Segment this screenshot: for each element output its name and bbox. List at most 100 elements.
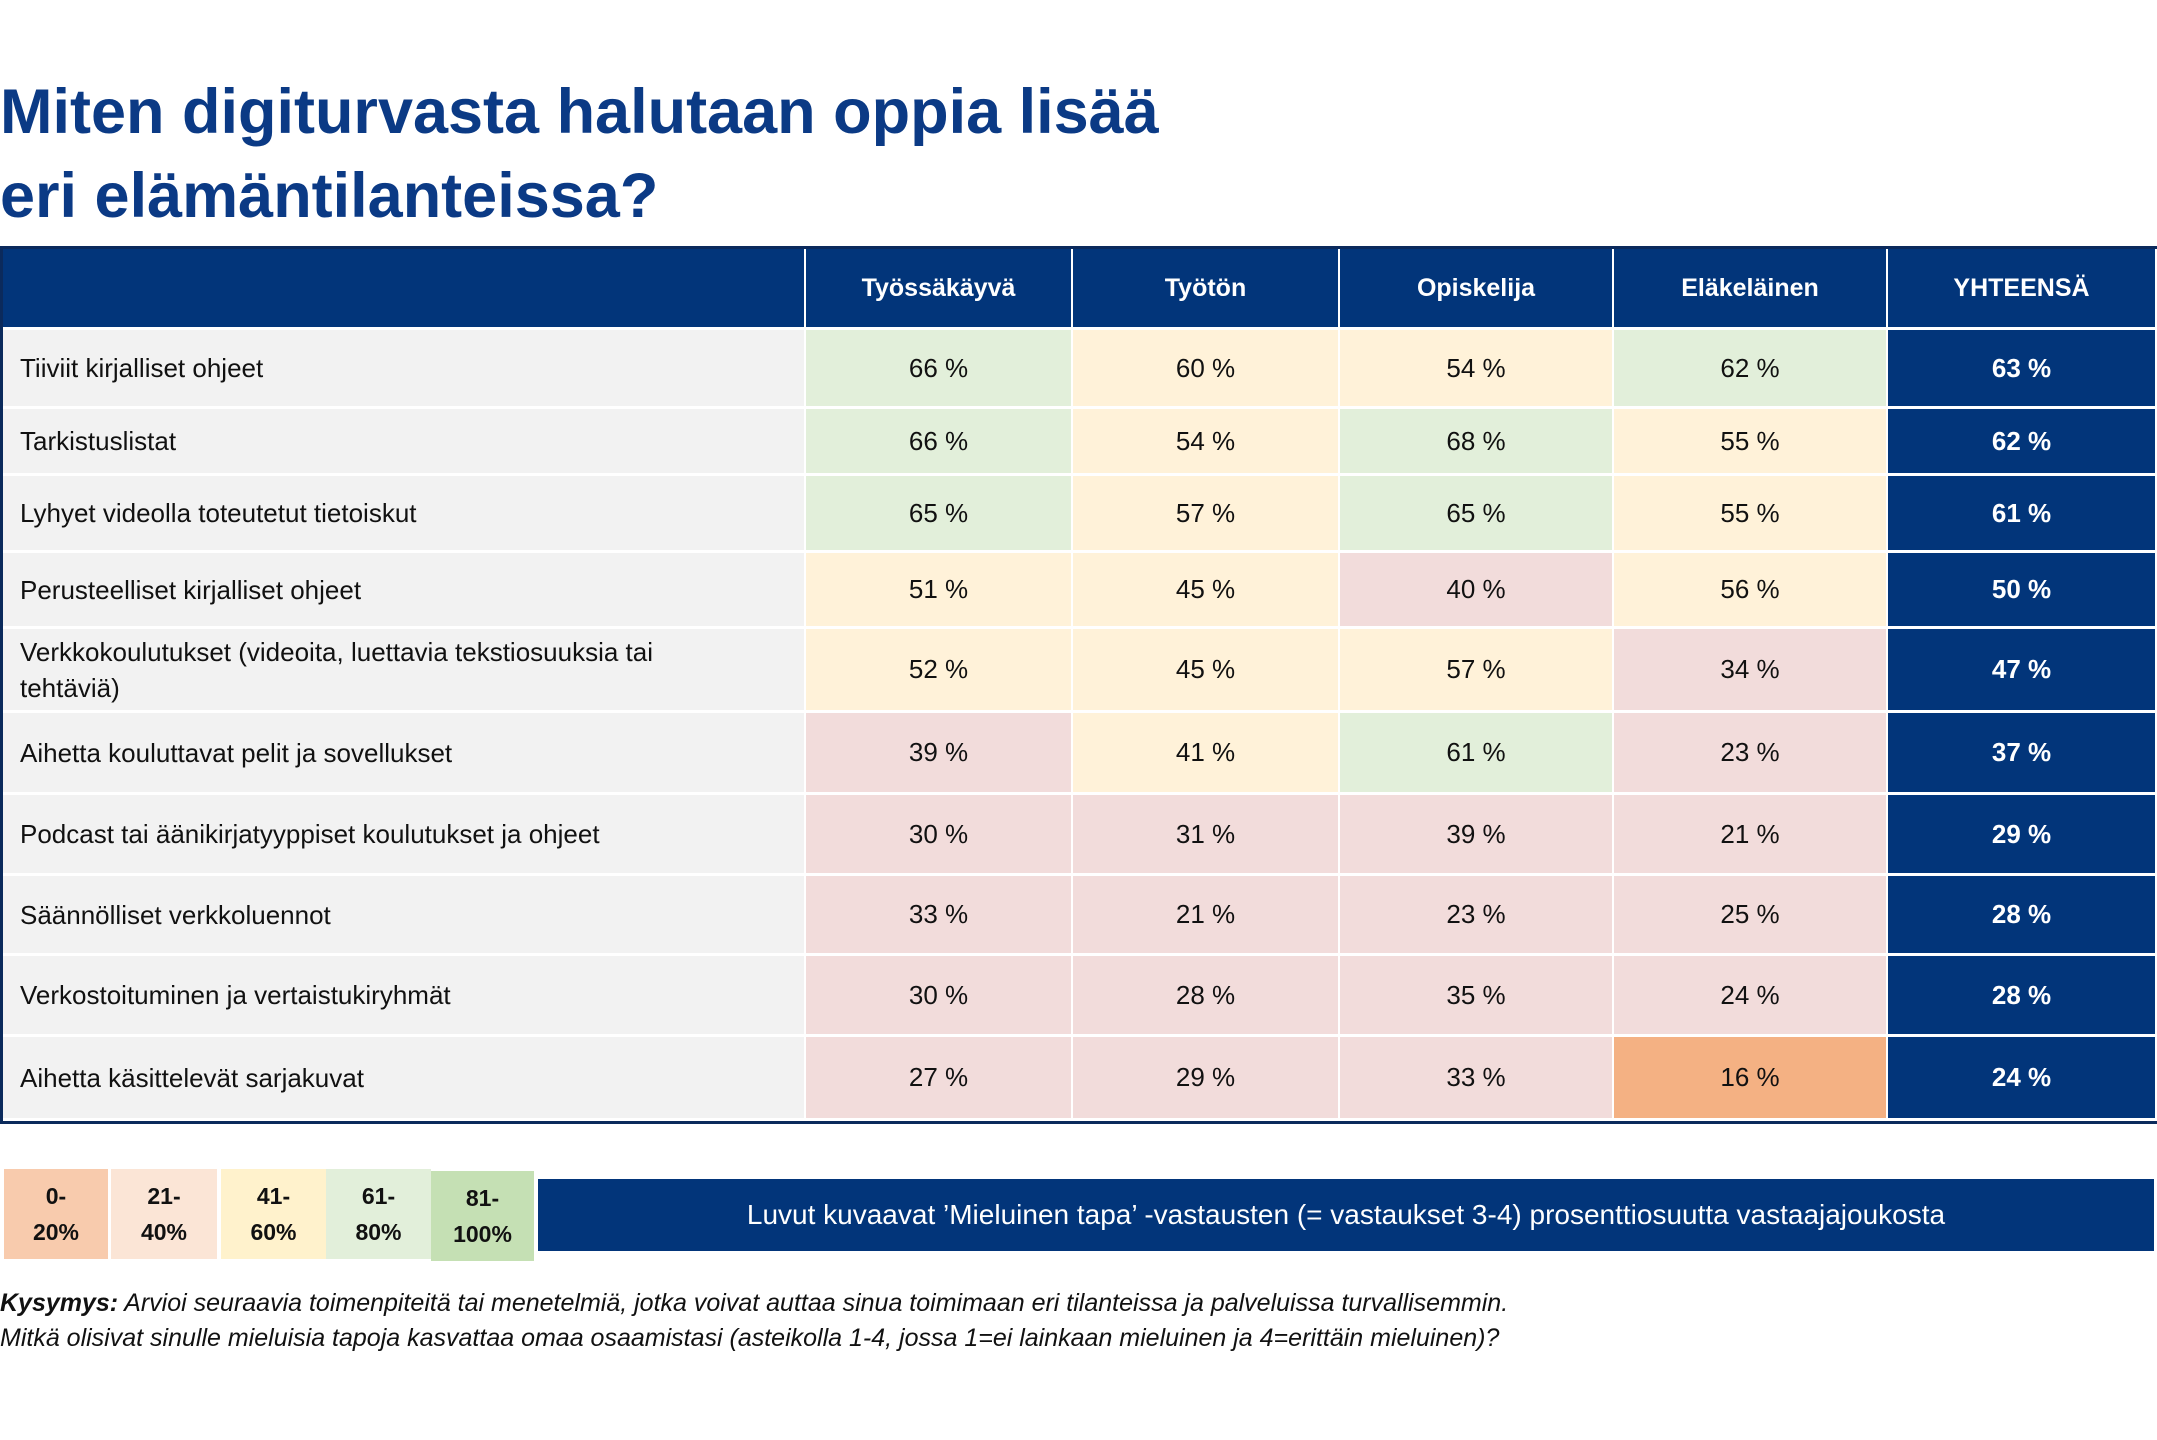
legend-label: 20%: [32, 1219, 80, 1245]
legend-label: 0-: [45, 1183, 67, 1209]
column-header: [3, 249, 806, 330]
column-header: Työssäkäyvä: [806, 249, 1073, 330]
table-row: Lyhyet videolla toteutetut tietoiskut 65 …: [3, 476, 2157, 553]
row-label: Tarkistuslistat: [3, 409, 806, 476]
total-cell: 63 %: [1888, 330, 2157, 409]
value-cell: 23 %: [1614, 713, 1888, 795]
question-line-2: Mitkä olisivat sinulle mieluisia tapoja …: [0, 1324, 1500, 1352]
legend-note: Luvut kuvaavat ’Mieluinen tapa’ -vastaus…: [538, 1179, 2154, 1251]
value-cell: 16 %: [1614, 1037, 1888, 1121]
header-row: Työssäkäyvä Työtön Opiskelija Eläkeläinen YH…: [3, 249, 2157, 330]
value-cell: 55 %: [1614, 409, 1888, 476]
table-row: Verkkokoulutukset (videoita, luettavia t…: [3, 629, 2157, 713]
row-label: Verkkokoulutukset (videoita, luettavia t…: [3, 629, 806, 713]
table-row: Tarkistuslistat 66 % 54 % 68 % 55 % 62 %: [3, 409, 2157, 476]
value-cell: 65 %: [1340, 476, 1614, 553]
value-cell: 35 %: [1340, 956, 1614, 1037]
value-cell: 30 %: [806, 956, 1073, 1037]
column-header: Opiskelija: [1340, 249, 1614, 330]
column-header: Työtön: [1073, 249, 1340, 330]
value-cell: 40 %: [1340, 553, 1614, 629]
value-cell: 29 %: [1073, 1037, 1340, 1121]
total-cell: 28 %: [1888, 956, 2157, 1037]
total-cell: 28 %: [1888, 876, 2157, 956]
survey-question: Kysymys: Arvioi seuraavia toimenpiteitä …: [0, 1286, 1508, 1356]
value-cell: 39 %: [1340, 795, 1614, 876]
value-cell: 60 %: [1073, 330, 1340, 409]
value-cell: 66 %: [806, 409, 1073, 476]
table-row: Podcast tai äänikirjatyyppiset koulutuks…: [3, 795, 2157, 876]
value-cell: 54 %: [1073, 409, 1340, 476]
row-label: Aihetta kouluttavat pelit ja sovellukset: [3, 713, 806, 795]
value-cell: 27 %: [806, 1037, 1073, 1121]
value-cell: 33 %: [1340, 1037, 1614, 1121]
row-label: Podcast tai äänikirjatyyppiset koulutuks…: [3, 795, 806, 876]
value-cell: 57 %: [1073, 476, 1340, 553]
value-cell: 41 %: [1073, 713, 1340, 795]
row-label: Aihetta käsittelevät sarjakuvat: [3, 1037, 806, 1121]
value-cell: 62 %: [1614, 330, 1888, 409]
value-cell: 39 %: [806, 713, 1073, 795]
legend-item: 81- 100%: [431, 1171, 534, 1261]
legend-label: 100%: [453, 1221, 512, 1247]
legend-label: 40%: [140, 1219, 188, 1245]
total-cell: 24 %: [1888, 1037, 2157, 1121]
value-cell: 45 %: [1073, 553, 1340, 629]
value-cell: 30 %: [806, 795, 1073, 876]
value-cell: 56 %: [1614, 553, 1888, 629]
title-line-1: Miten digiturvasta halutaan oppia lisää: [0, 77, 1159, 147]
value-cell: 54 %: [1340, 330, 1614, 409]
page-title: Miten digiturvasta halutaan oppia lisää …: [0, 70, 1159, 238]
legend-item: 21- 40%: [111, 1169, 217, 1259]
legend-label: 80%: [355, 1219, 402, 1245]
value-cell: 21 %: [1073, 876, 1340, 956]
table-row: Aihetta kouluttavat pelit ja sovellukset…: [3, 713, 2157, 795]
question-line-1: Arvioi seuraavia toimenpiteitä tai menet…: [124, 1289, 1509, 1317]
row-label: Säännölliset verkkoluennot: [3, 876, 806, 956]
legend-label: 61-: [361, 1183, 396, 1209]
value-cell: 66 %: [806, 330, 1073, 409]
total-cell: 62 %: [1888, 409, 2157, 476]
question-label: Kysymys:: [0, 1289, 119, 1317]
value-cell: 25 %: [1614, 876, 1888, 956]
value-cell: 21 %: [1614, 795, 1888, 876]
legend-label: 60%: [250, 1219, 297, 1245]
total-cell: 37 %: [1888, 713, 2157, 795]
column-header: Eläkeläinen: [1614, 249, 1888, 330]
value-cell: 52 %: [806, 629, 1073, 713]
value-cell: 24 %: [1614, 956, 1888, 1037]
value-cell: 33 %: [806, 876, 1073, 956]
value-cell: 23 %: [1340, 876, 1614, 956]
legend-label: 41-: [256, 1183, 291, 1209]
legend-label: 81-: [465, 1185, 500, 1211]
value-cell: 61 %: [1340, 713, 1614, 795]
legend-label: 21-: [147, 1183, 181, 1209]
title-line-2: eri elämäntilanteissa?: [0, 161, 659, 231]
value-cell: 31 %: [1073, 795, 1340, 876]
table-row: Perusteelliset kirjalliset ohjeet 51 % 45 …: [3, 553, 2157, 629]
row-label: Lyhyet videolla toteutetut tietoiskut: [3, 476, 806, 553]
legend-item: 61- 80%: [326, 1169, 431, 1259]
total-cell: 50 %: [1888, 553, 2157, 629]
value-cell: 68 %: [1340, 409, 1614, 476]
value-cell: 55 %: [1614, 476, 1888, 553]
table-row: Säännölliset verkkoluennot 33 % 21 % 23 % 25…: [3, 876, 2157, 956]
row-label: Tiiviit kirjalliset ohjeet: [3, 330, 806, 409]
row-label: Verkostoituminen ja vertaistukiryhmät: [3, 956, 806, 1037]
total-cell: 29 %: [1888, 795, 2157, 876]
table-row: Tiiviit kirjalliset ohjeet 66 % 60 % 54 % 62…: [3, 330, 2157, 409]
value-cell: 65 %: [806, 476, 1073, 553]
total-cell: 61 %: [1888, 476, 2157, 553]
legend-item: 41- 60%: [221, 1169, 326, 1259]
value-cell: 45 %: [1073, 629, 1340, 713]
value-cell: 57 %: [1340, 629, 1614, 713]
value-cell: 28 %: [1073, 956, 1340, 1037]
column-header: YHTEENSÄ: [1888, 249, 2157, 330]
total-cell: 47 %: [1888, 629, 2157, 713]
value-cell: 51 %: [806, 553, 1073, 629]
row-label: Perusteelliset kirjalliset ohjeet: [3, 553, 806, 629]
table-row: Aihetta käsittelevät sarjakuvat 27 % 29 % 3…: [3, 1037, 2157, 1121]
value-cell: 34 %: [1614, 629, 1888, 713]
table-row: Verkostoituminen ja vertaistukiryhmät 30 …: [3, 956, 2157, 1037]
legend-item: 0- 20%: [4, 1169, 108, 1259]
